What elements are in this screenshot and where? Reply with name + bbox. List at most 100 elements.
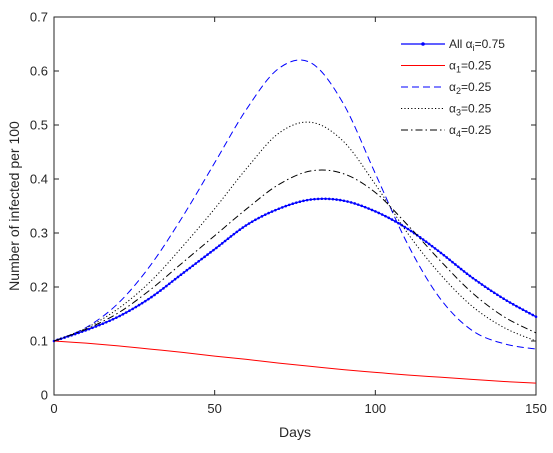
series-1-marker: [150, 295, 153, 299]
series-1-marker: [445, 256, 449, 259]
series-1-marker: [124, 311, 128, 314]
y-tick-label: 0.3: [30, 226, 48, 241]
series-1-marker: [118, 314, 121, 318]
series-1-marker: [439, 251, 443, 255]
series-layer: [52, 59, 538, 384]
series-1-marker: [203, 255, 206, 259]
series-1-marker: [200, 257, 203, 261]
series-1-marker: [370, 208, 374, 212]
series-1-marker: [238, 228, 242, 231]
series-1-marker: [270, 210, 274, 213]
series-1-marker: [346, 200, 349, 203]
series-1-marker: [486, 287, 490, 291]
series-1-marker: [505, 299, 509, 302]
series-1-marker: [418, 236, 422, 239]
y-tick-label: 0.1: [30, 334, 48, 349]
series-1-marker: [454, 263, 457, 266]
series-1-marker: [477, 281, 481, 284]
legend-label-main: α: [449, 59, 456, 73]
series-1-marker: [309, 198, 313, 201]
series-1-marker: [313, 197, 316, 201]
series-1-marker: [456, 265, 460, 269]
series-1-marker: [260, 215, 264, 218]
series-1-marker: [331, 197, 335, 201]
legend-label-suffix: =0.75: [475, 37, 506, 51]
y-axis-label: Number of infected per 100: [6, 121, 22, 291]
series-1-marker: [349, 201, 353, 204]
legend-label-5: α4=0.25: [449, 123, 492, 139]
series-1-marker: [424, 240, 428, 244]
series-1-marker: [305, 198, 309, 202]
series-1-marker: [327, 197, 331, 201]
series-1-marker: [215, 246, 218, 250]
series-1-marker: [254, 218, 257, 222]
series-1-marker: [387, 216, 391, 220]
legend-label-main: α: [449, 102, 456, 116]
x-tick-label: 50: [207, 401, 221, 416]
legend-label-suffix: =0.25: [461, 80, 492, 94]
series-1-marker: [73, 332, 77, 336]
series-1-marker: [492, 291, 496, 295]
series-1-marker: [284, 204, 288, 208]
series-1-marker: [360, 204, 363, 208]
legend-label-1: All αi=0.75: [449, 37, 505, 53]
series-1-marker: [531, 313, 535, 317]
series-1-marker: [430, 244, 434, 248]
series-1-marker: [277, 207, 281, 211]
series-1-marker: [206, 253, 209, 256]
series-1-marker: [534, 315, 538, 319]
series-1-marker: [218, 244, 221, 247]
series-1-marker: [384, 214, 387, 218]
series-1-marker: [471, 276, 475, 280]
series-1-marker: [528, 311, 531, 315]
series-1-marker: [377, 211, 381, 215]
series-1-marker: [433, 247, 437, 250]
series-1-marker: [140, 301, 144, 305]
y-tick-label: 0.5: [30, 118, 48, 133]
series-1-marker: [94, 325, 98, 328]
series-1-marker: [380, 213, 384, 216]
series-1-marker: [162, 287, 165, 290]
series-1-marker: [111, 317, 115, 321]
legend-label-subscript: 4: [456, 129, 461, 139]
series-1-marker: [98, 323, 101, 327]
series-1-marker: [468, 274, 472, 278]
series-line-3: [53, 59, 537, 350]
legend-swatch-marker: [421, 42, 425, 46]
series-1-marker: [87, 327, 91, 331]
series-1-marker: [197, 259, 200, 263]
series-1-marker: [524, 310, 528, 313]
legend-label-main: All α: [449, 37, 473, 51]
series-1-marker: [232, 232, 236, 236]
series-1-marker: [137, 303, 141, 307]
legend-box: [393, 30, 529, 148]
series-1-marker: [294, 201, 298, 204]
series-1-marker: [427, 242, 431, 246]
series-1-marker: [144, 299, 147, 303]
series-1-marker: [499, 295, 502, 299]
series-1-marker: [147, 297, 150, 301]
series-1-marker: [489, 289, 493, 293]
series-1-marker: [185, 268, 189, 272]
series-1-marker: [338, 198, 342, 202]
legend-label-main: α: [449, 123, 456, 137]
series-1-marker: [115, 316, 118, 319]
series-1-marker: [165, 284, 168, 288]
y-tick-label: 0.2: [30, 280, 48, 295]
series-1-marker: [480, 283, 484, 286]
series-1-marker: [324, 197, 327, 201]
legend-label-subscript: 1: [456, 65, 461, 75]
series-1-marker: [356, 203, 360, 206]
x-axis-label: Days: [279, 424, 311, 440]
series-1-marker: [226, 237, 230, 240]
series-1-marker: [374, 210, 377, 213]
series-1-marker: [121, 312, 125, 316]
series-1-marker: [353, 202, 356, 205]
series-1-marker: [229, 235, 233, 238]
series-1-marker: [508, 301, 512, 304]
series-1-marker: [267, 211, 270, 215]
series-1-marker: [108, 319, 111, 323]
series-1-marker: [209, 251, 212, 254]
